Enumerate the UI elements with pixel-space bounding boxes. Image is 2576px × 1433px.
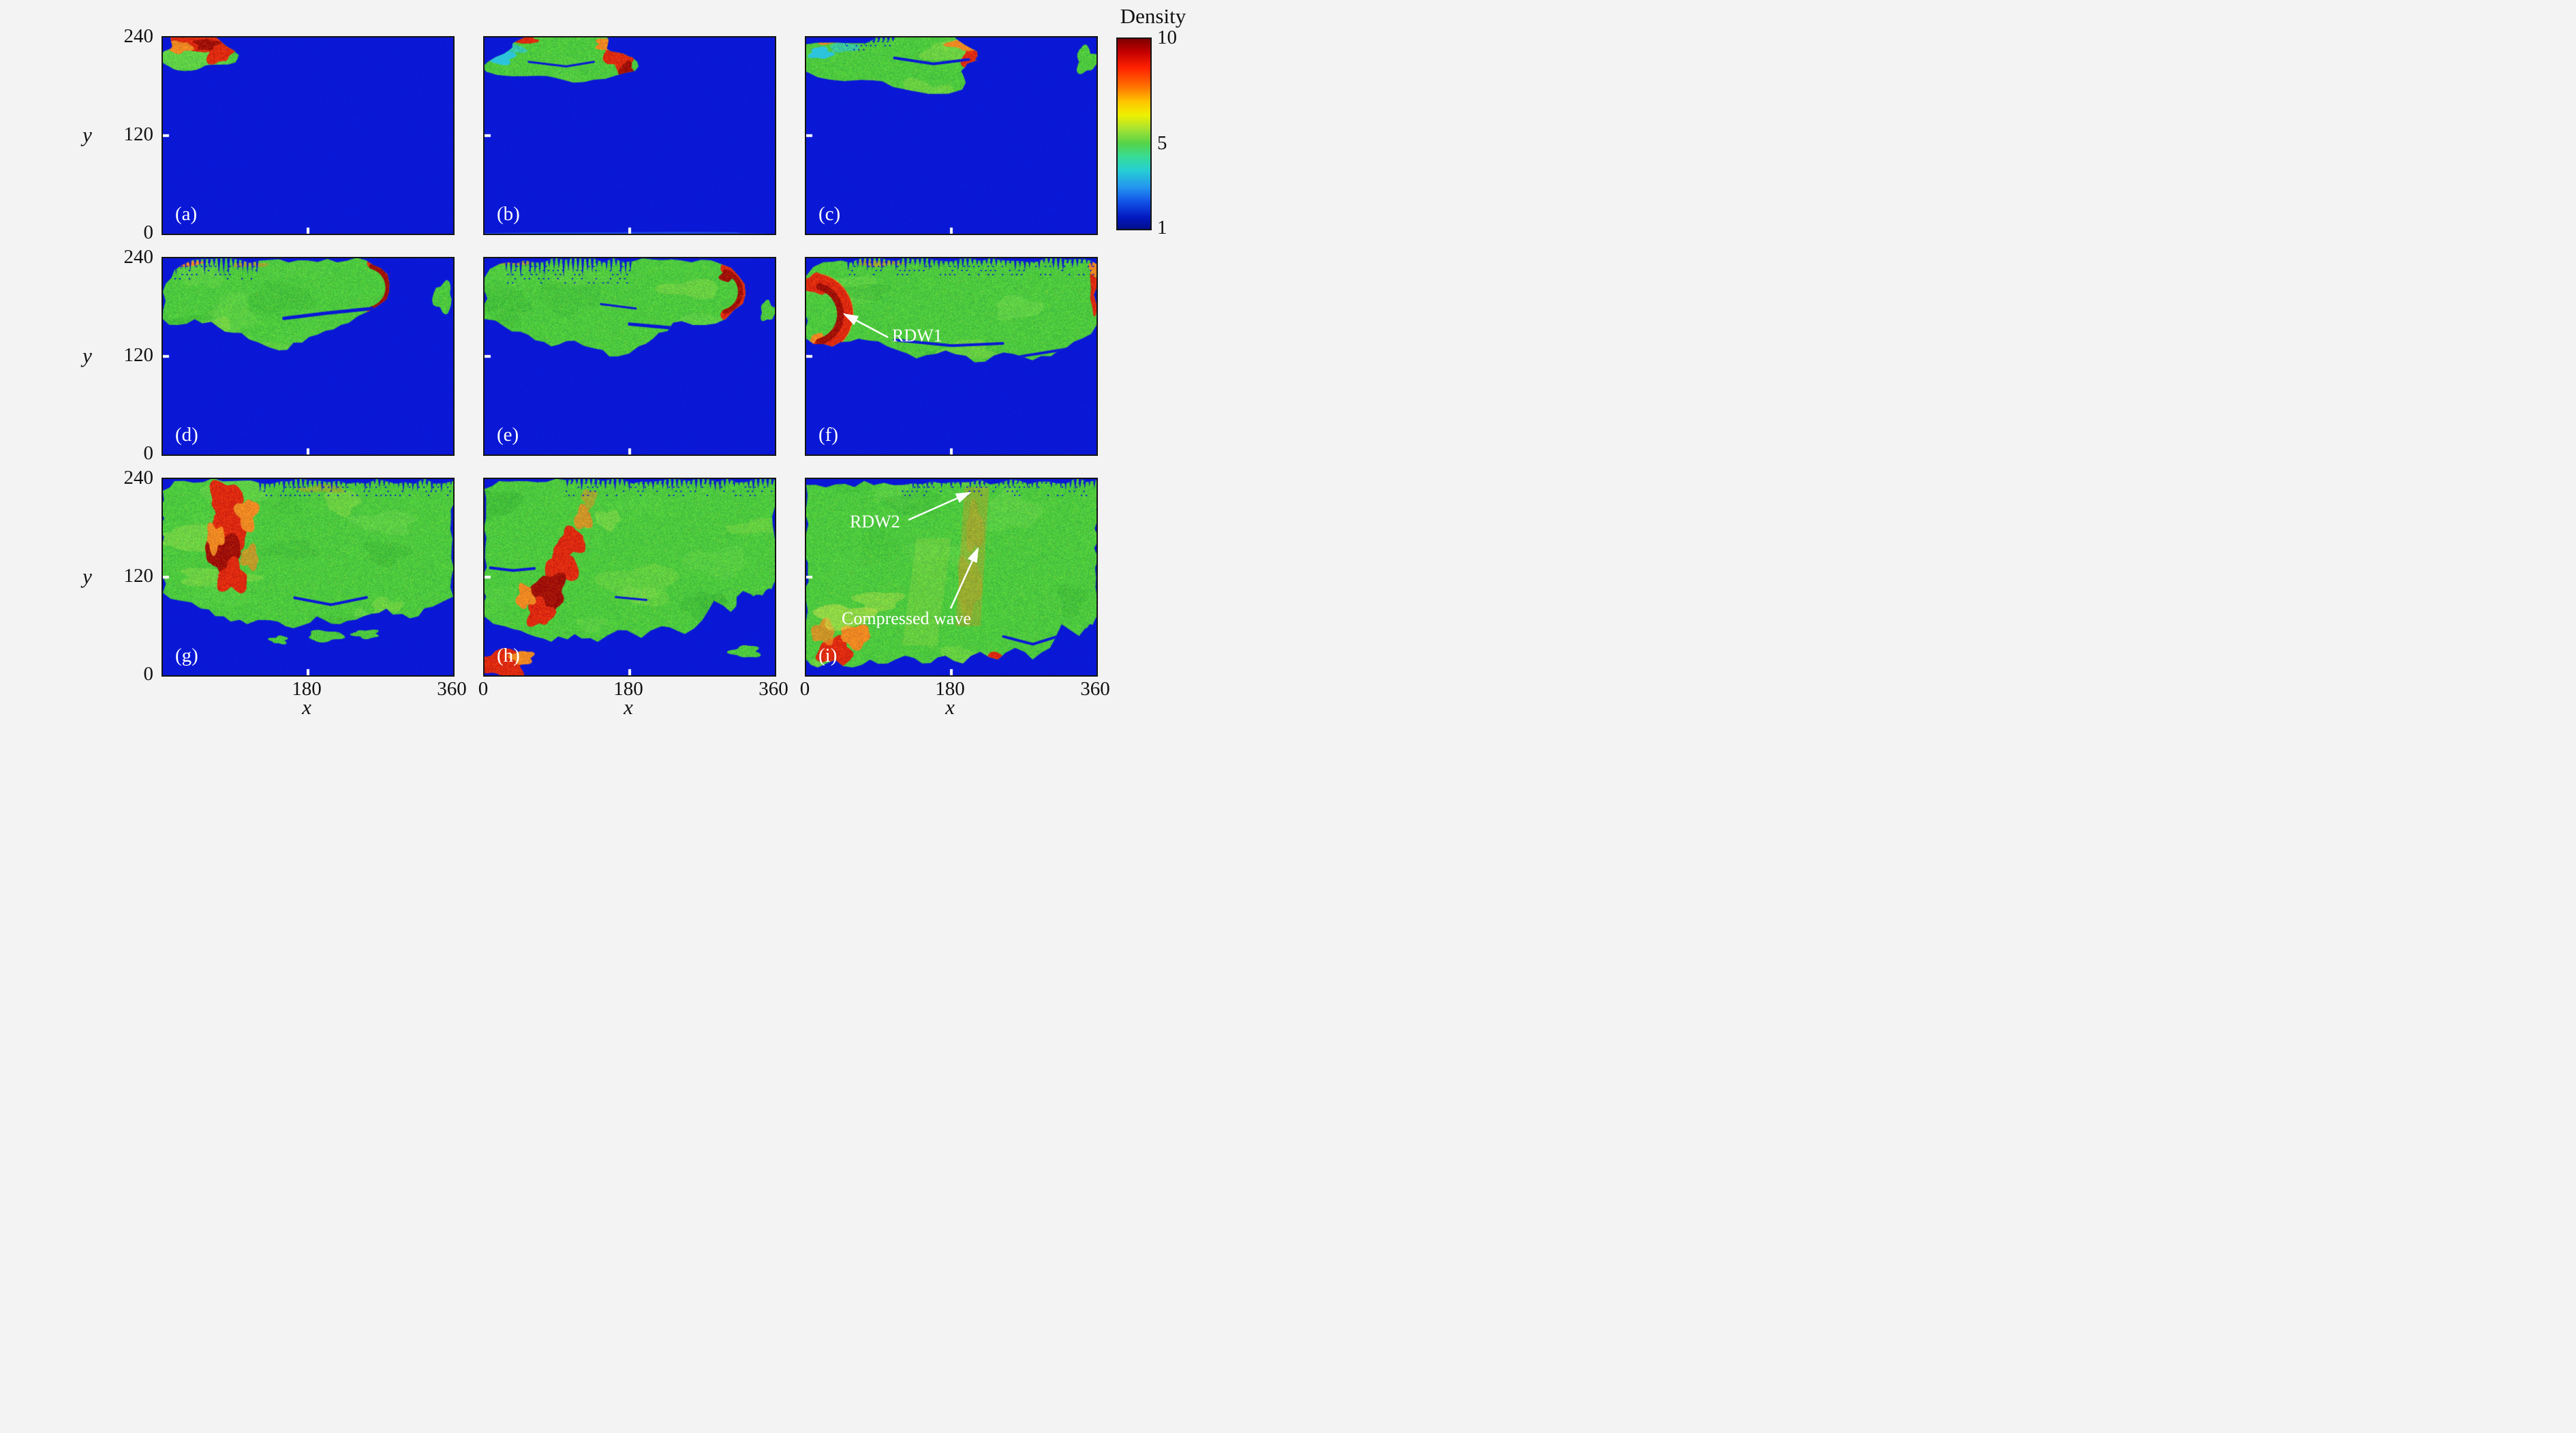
panel-label-b: (b) [497, 203, 520, 225]
panel-a: (a) [162, 36, 455, 235]
y-axis-title: y [82, 343, 92, 367]
colorbar-title: Density [1120, 4, 1186, 28]
colorbar-tick-mid: 5 [1157, 132, 1167, 154]
colorbar-tick-min: 1 [1157, 217, 1167, 238]
x-axis-tick: 180 [935, 678, 965, 700]
panel-d: (d) [162, 257, 455, 456]
density-heatmap-f [806, 258, 1097, 454]
panel-e: (e) [483, 257, 776, 456]
y-axis-tick: 0 [143, 442, 154, 464]
density-heatmap-d [163, 258, 453, 454]
y-axis-tick: 0 [143, 663, 154, 685]
annotation-rdw2-text: RDW2 [850, 512, 900, 531]
density-heatmap-b [485, 37, 775, 234]
y-axis-tick: 240 [123, 246, 154, 268]
x-axis-tick: 0 [799, 678, 810, 700]
panel-label-f: (f) [818, 424, 838, 446]
y-axis-tick: 120 [123, 344, 154, 366]
panel-i: RDW2 Compressed wave (i) [805, 478, 1098, 677]
density-heatmap-c [806, 37, 1097, 234]
x-axis-tick: 360 [1080, 678, 1110, 700]
y-axis-tick: 240 [123, 25, 154, 47]
y-axis-tick: 120 [123, 565, 154, 587]
y-axis-title: y [82, 564, 92, 588]
density-heatmap-e [485, 258, 775, 454]
colorbar-gradient [1116, 37, 1152, 230]
colorbar-tick-max: 10 [1157, 27, 1177, 48]
panel-g: (g) [162, 478, 455, 677]
annotation-rdw1-text: RDW1 [892, 326, 942, 345]
panel-label-h: (h) [497, 645, 520, 666]
x-axis-tick: 180 [292, 678, 322, 700]
panel-label-e: (e) [497, 424, 519, 446]
panel-label-d: (d) [175, 424, 198, 446]
x-axis-tick: 180 [613, 678, 643, 700]
density-heatmap-g [163, 479, 453, 675]
y-axis-title: y [82, 123, 92, 147]
density-heatmap-i [806, 479, 1097, 675]
x-axis-title: x [945, 695, 955, 717]
x-axis-title: x [302, 695, 311, 717]
annotation-compressed-wave-text: Compressed wave [842, 608, 971, 628]
panel-c: (c) [805, 36, 1098, 235]
panel-f: RDW1 (f) [805, 257, 1098, 456]
panel-label-i: (i) [818, 645, 838, 666]
x-axis-tick: 0 [478, 678, 489, 700]
x-axis-title: x [624, 695, 633, 717]
panel-label-c: (c) [818, 203, 841, 225]
density-heatmap-a [163, 37, 453, 234]
x-axis-tick: 360 [437, 678, 467, 700]
figure-density-evolution: Density 10 5 1 240 120 0 240 120 0 240 1… [0, 0, 1288, 717]
density-heatmap-h [485, 479, 775, 675]
y-axis-tick: 0 [143, 221, 154, 243]
panel-b: (b) [483, 36, 776, 235]
y-axis-tick: 240 [123, 467, 154, 489]
panel-label-a: (a) [175, 203, 198, 225]
panel-label-g: (g) [175, 645, 198, 666]
panel-h: (h) [483, 478, 776, 677]
y-axis-tick: 120 [123, 123, 154, 145]
x-axis-tick: 360 [758, 678, 788, 700]
